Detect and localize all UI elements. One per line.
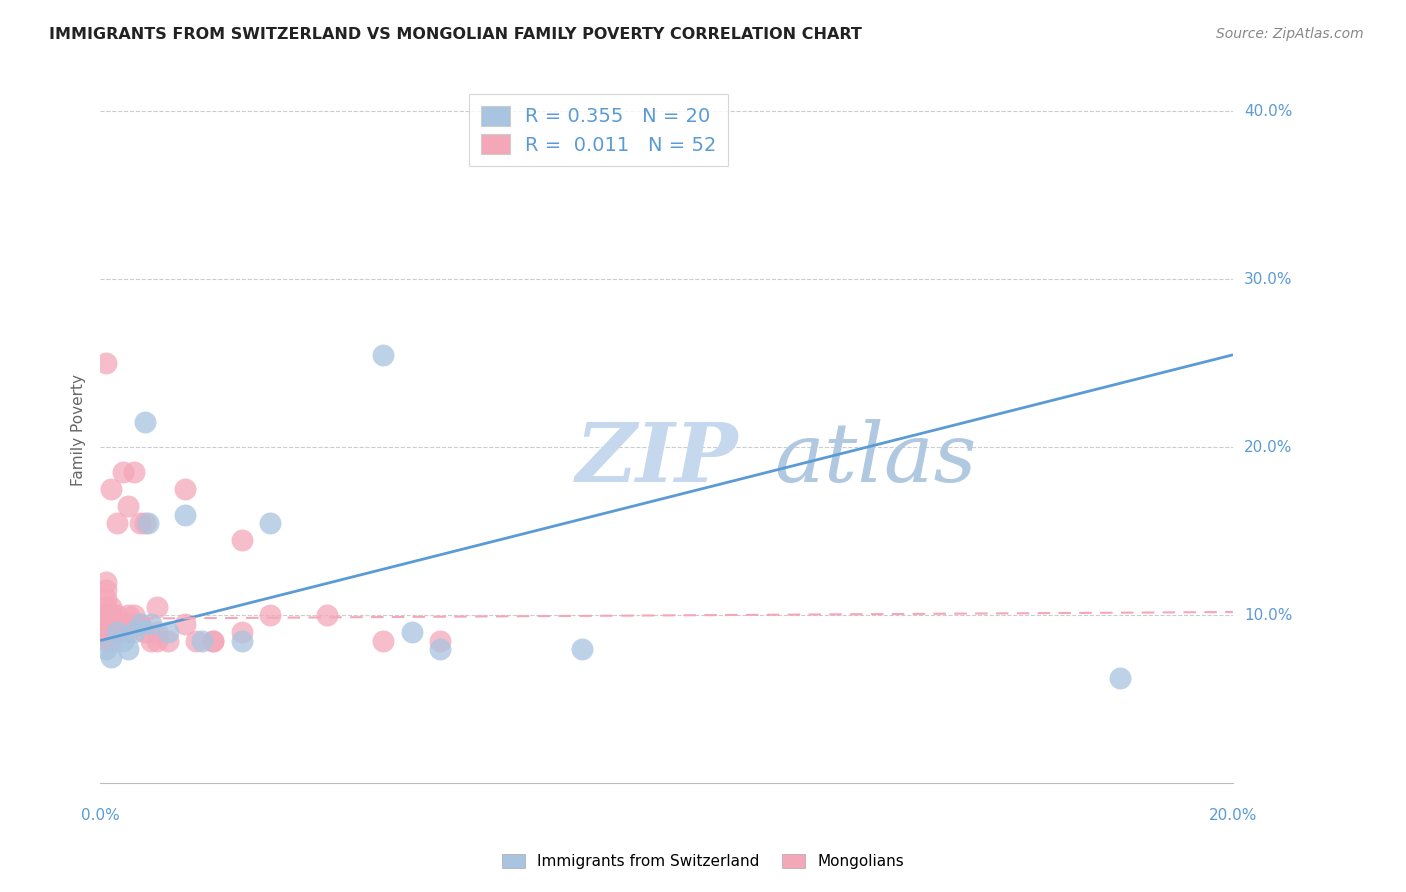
Point [429, 633, 451, 648]
Text: 20.0%: 20.0% [1209, 808, 1257, 823]
Point [105, 625, 128, 640]
Point [122, 625, 145, 640]
Point [105, 608, 128, 623]
Point [94, 625, 117, 640]
Point [100, 608, 122, 623]
Point [134, 516, 156, 530]
Point [231, 633, 253, 648]
Point [100, 633, 122, 648]
Y-axis label: Family Poverty: Family Poverty [72, 375, 86, 486]
Text: 30.0%: 30.0% [1244, 272, 1292, 286]
Point [174, 508, 197, 522]
Text: IMMIGRANTS FROM SWITZERLAND VS MONGOLIAN FAMILY POVERTY CORRELATION CHART: IMMIGRANTS FROM SWITZERLAND VS MONGOLIAN… [49, 27, 862, 42]
Point [146, 625, 169, 640]
Point [100, 616, 122, 631]
Point [128, 616, 150, 631]
Point [105, 516, 128, 530]
Text: 20.0%: 20.0% [1244, 440, 1292, 455]
Point [128, 516, 150, 530]
Point [157, 633, 180, 648]
Point [117, 608, 139, 623]
Point [94, 633, 117, 648]
Point [174, 616, 197, 631]
Point [174, 483, 197, 497]
Point [111, 466, 134, 480]
Point [94, 356, 117, 370]
Point [111, 633, 134, 648]
Point [202, 633, 225, 648]
Point [191, 633, 214, 648]
Point [105, 625, 128, 640]
Point [186, 633, 208, 648]
Text: 0.0%: 0.0% [80, 808, 120, 823]
Point [94, 625, 117, 640]
Point [122, 466, 145, 480]
Point [105, 625, 128, 640]
Point [117, 499, 139, 513]
Point [1108, 671, 1130, 685]
Text: ZIP: ZIP [576, 418, 738, 499]
Point [259, 516, 281, 530]
Point [100, 608, 122, 623]
Legend: R = 0.355   N = 20, R =  0.011   N = 52: R = 0.355 N = 20, R = 0.011 N = 52 [468, 95, 728, 167]
Point [157, 625, 180, 640]
Point [100, 650, 122, 665]
Point [134, 625, 156, 640]
Point [373, 633, 395, 648]
Point [259, 608, 281, 623]
Point [136, 516, 159, 530]
Point [146, 599, 169, 614]
Point [231, 533, 253, 547]
Point [122, 608, 145, 623]
Point [111, 616, 134, 631]
Point [202, 633, 225, 648]
Point [401, 625, 423, 640]
Point [117, 642, 139, 657]
Point [105, 616, 128, 631]
Point [315, 608, 337, 623]
Point [373, 348, 395, 362]
Point [117, 616, 139, 631]
Point [94, 642, 117, 657]
Text: 40.0%: 40.0% [1244, 103, 1292, 119]
Point [128, 616, 150, 631]
Point [100, 599, 122, 614]
Point [571, 642, 593, 657]
Point [117, 625, 139, 640]
Point [111, 625, 134, 640]
Point [100, 625, 122, 640]
Point [231, 625, 253, 640]
Point [146, 633, 169, 648]
Point [94, 616, 117, 631]
Point [94, 608, 117, 623]
Point [94, 591, 117, 606]
Point [429, 642, 451, 657]
Point [94, 599, 117, 614]
Legend: Immigrants from Switzerland, Mongolians: Immigrants from Switzerland, Mongolians [496, 848, 910, 875]
Point [139, 633, 162, 648]
Text: Source: ZipAtlas.com: Source: ZipAtlas.com [1216, 27, 1364, 41]
Point [134, 415, 156, 429]
Text: 10.0%: 10.0% [1244, 607, 1292, 623]
Point [94, 574, 117, 589]
Point [100, 483, 122, 497]
Point [139, 616, 162, 631]
Point [94, 608, 117, 623]
Point [94, 583, 117, 598]
Text: atlas: atlas [775, 418, 977, 499]
